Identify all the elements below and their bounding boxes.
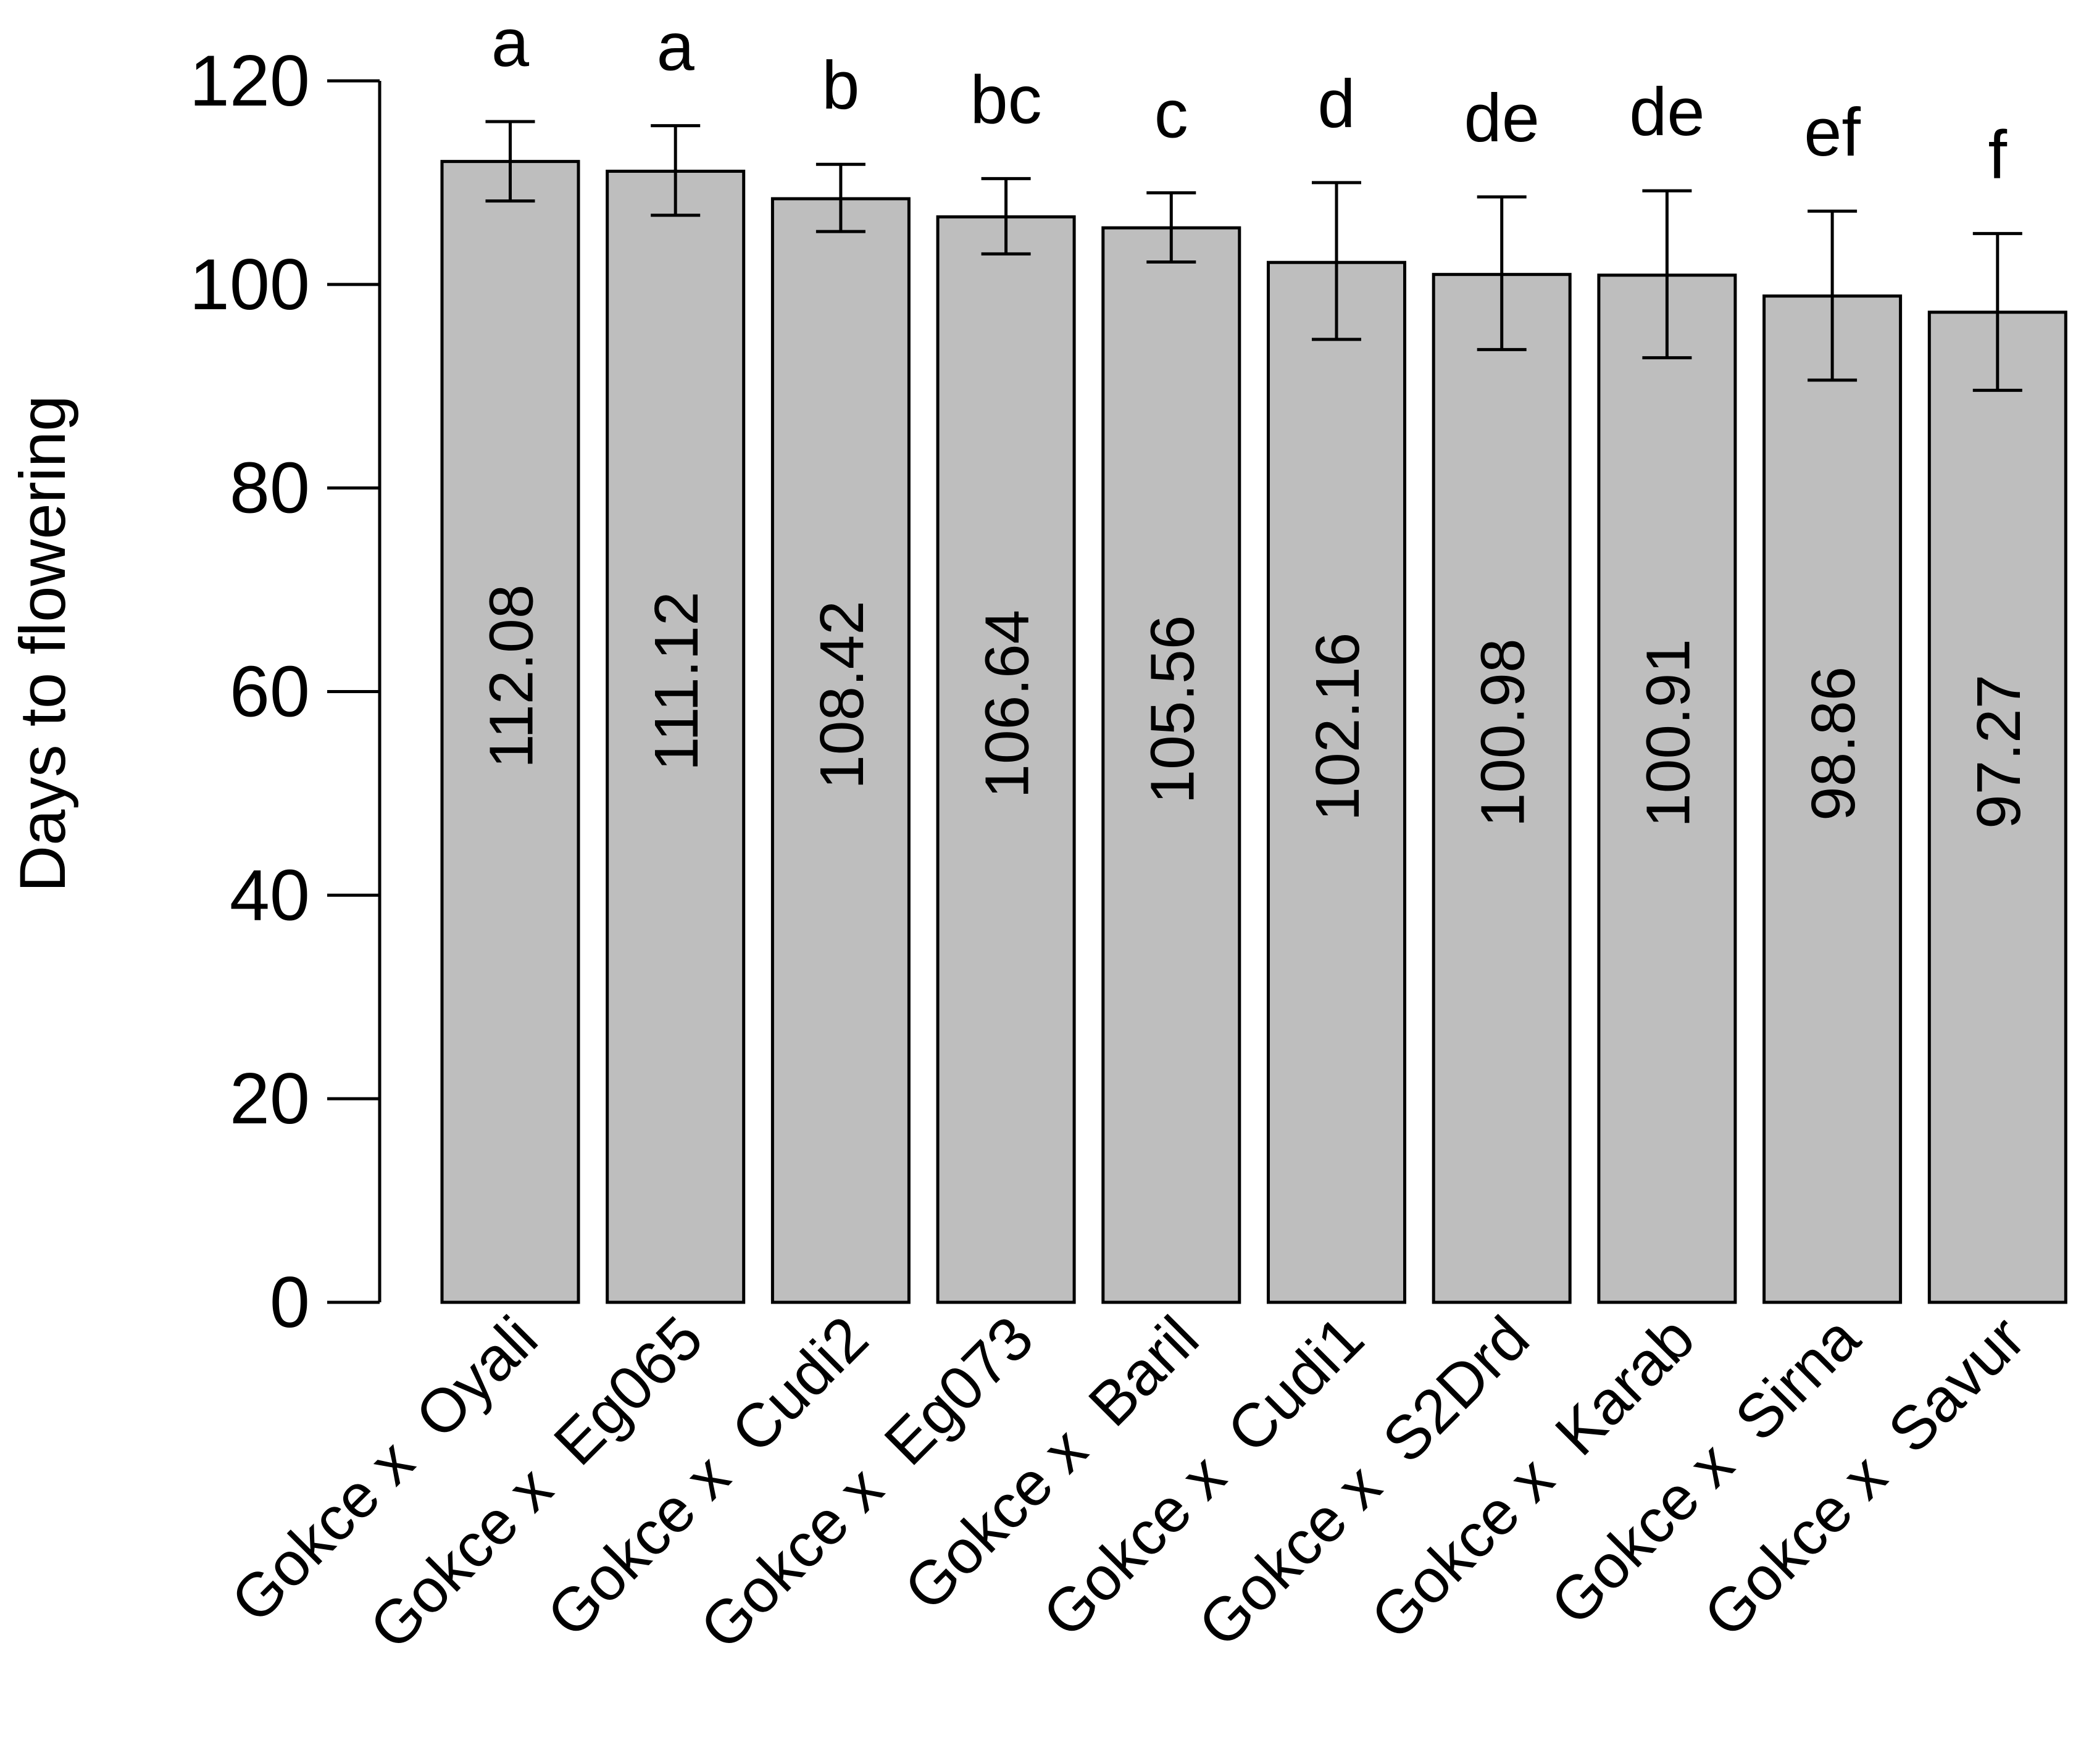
bars [440, 160, 2067, 1304]
significance-letter: b [822, 48, 859, 123]
y-tick-label: 60 [230, 651, 310, 732]
data-label: 105.56 [1138, 615, 1207, 804]
y-tick-label: 0 [270, 1262, 310, 1342]
data-label: 108.42 [807, 601, 877, 789]
significance-letters: a a b bc c d de de ef f [491, 5, 2008, 193]
x-tick-label: Gokce x Baril [891, 1303, 1212, 1623]
significance-letter: f [1988, 117, 2008, 193]
y-tick-label: 100 [190, 244, 310, 325]
significance-letter: d [1317, 66, 1355, 142]
significance-letter: bc [970, 62, 1042, 138]
bar [606, 169, 746, 1304]
y-axis-title: Days to flowering [7, 395, 79, 892]
bar [1101, 226, 1241, 1304]
significance-letter: ef [1804, 94, 1861, 170]
error-bars [485, 120, 2022, 392]
significance-letter: a [491, 5, 530, 81]
data-label: 100.98 [1469, 638, 1538, 827]
bar [770, 197, 911, 1304]
significance-letter: a [657, 9, 695, 85]
bar [1597, 273, 1737, 1304]
bar [1927, 310, 2067, 1304]
y-tick-label: 40 [230, 854, 310, 935]
data-label: 112.08 [477, 585, 546, 768]
data-label: 100.91 [1633, 639, 1703, 828]
data-label: 111.12 [642, 591, 711, 771]
y-tick-label: 20 [230, 1058, 310, 1139]
value-labels: 112.08 111.12 108.42 106.64 105.56 102.16 100.… [477, 585, 2033, 829]
data-label: 102.16 [1303, 633, 1372, 822]
data-label: 97.27 [1964, 675, 2033, 829]
data-label: 106.64 [973, 610, 1042, 799]
bar [936, 215, 1076, 1304]
y-tick-label: 120 [190, 40, 310, 121]
bar [1762, 294, 1903, 1304]
y-tick-label: 80 [230, 447, 310, 528]
data-label: 98.86 [1799, 667, 1868, 821]
y-axis: 0 20 40 60 80 100 120 [190, 40, 382, 1342]
significance-letter: de [1629, 74, 1704, 150]
significance-letter: c [1154, 76, 1188, 152]
significance-letter: de [1464, 80, 1540, 156]
bar [440, 160, 580, 1304]
